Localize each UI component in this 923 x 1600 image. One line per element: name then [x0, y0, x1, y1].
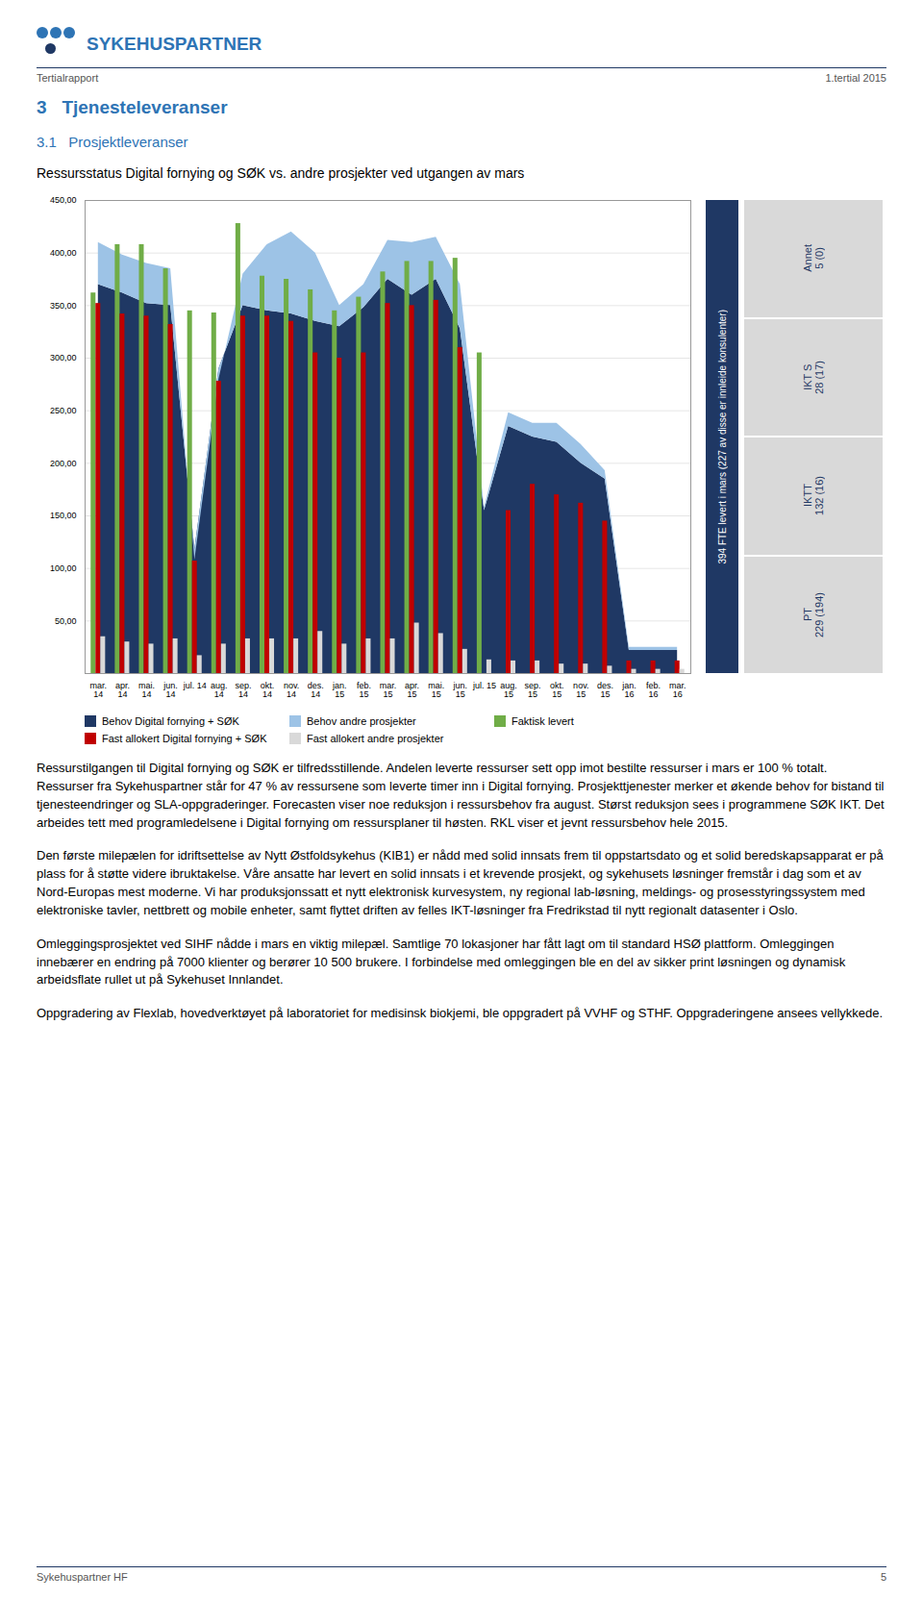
html-text:3.1 Prosjektleveranser: 3.1 Prosjektleveranser — [36, 133, 189, 150]
svg-text:sep.14: sep.14 — [234, 680, 251, 699]
svg-text:400,00: 400,00 — [49, 248, 77, 258]
html-text:Faktisk levert: Faktisk levert — [511, 715, 574, 727]
html-text:5: 5 — [880, 1571, 887, 1583]
html-text:394 FTE levert i mars (227 av: 394 FTE levert i mars (227 av disse er i… — [716, 309, 728, 564]
svg-text:300,00: 300,00 — [49, 352, 77, 363]
svg-text:mai.15: mai.15 — [427, 680, 445, 699]
html-text:Annet 5 (0): Annet 5 (0) — [801, 244, 825, 273]
html-text:Ressursstatus Digital fornying: Ressursstatus Digital fornying og SØK vs… — [36, 165, 525, 181]
html-text:Oppgradering av Flexlab, hoved: Oppgradering av Flexlab, hovedverktøyet … — [36, 1005, 883, 1021]
svg-text:des.15: des.15 — [597, 680, 614, 699]
svg-text:nov.15: nov.15 — [573, 680, 589, 699]
html-text:Behov andre prosjekter: Behov andre prosjekter — [306, 715, 417, 727]
svg-text:200,00: 200,00 — [49, 458, 77, 469]
svg-text:des.14: des.14 — [307, 680, 325, 699]
svg-text:mar.16: mar.16 — [669, 680, 687, 699]
svg-text:mar.14: mar.14 — [90, 680, 108, 699]
svg-text:mai.14: mai.14 — [138, 680, 155, 699]
html-text:1.tertial 2015: 1.tertial 2015 — [825, 72, 887, 84]
html-text:PT 229 (194): PT 229 (194) — [801, 591, 825, 638]
html-text:Fast allokert andre prosjekter: Fast allokert andre prosjekter — [306, 732, 444, 745]
svg-text:350,00: 350,00 — [49, 300, 77, 311]
svg-text:250,00: 250,00 — [49, 405, 77, 416]
svg-text:feb.15: feb.15 — [356, 680, 372, 699]
svg-text:100,00: 100,00 — [49, 563, 77, 574]
html-text:Tertialrapport: Tertialrapport — [36, 72, 99, 84]
svg-text:sep.15: sep.15 — [524, 680, 542, 699]
svg-text:apr.15: apr.15 — [404, 680, 420, 699]
html-text:Sykehuspartner HF: Sykehuspartner HF — [36, 1571, 128, 1583]
svg-text:okt.14: okt.14 — [260, 680, 275, 699]
svg-text:jul. 15: jul. 15 — [472, 680, 497, 691]
svg-text:jan.16: jan.16 — [621, 680, 637, 699]
html-text:SYKEHUSPARTNER: SYKEHUSPARTNER — [86, 33, 262, 54]
svg-text:450,00: 450,00 — [49, 195, 77, 205]
svg-text:jul. 14: jul. 14 — [182, 680, 207, 691]
svg-text:aug.15: aug.15 — [499, 680, 518, 699]
html-text:Ressurstilgangen til Digital f: Ressurstilgangen til Digital fornying og… — [36, 760, 885, 830]
svg-text:jun.14: jun.14 — [162, 680, 178, 699]
svg-text:150,00: 150,00 — [49, 510, 77, 521]
svg-text:feb.16: feb.16 — [646, 680, 661, 699]
html-text:3 Tjenesteleveranser: 3 Tjenesteleveranser — [36, 97, 228, 118]
svg-text:nov.14: nov.14 — [283, 680, 300, 699]
svg-text:mar.15: mar.15 — [379, 680, 398, 699]
html-text:IKT S 28 (17): IKT S 28 (17) — [801, 360, 825, 394]
html-text:Den første milepælen for idrif: Den første milepælen for idriftsettelse … — [36, 848, 884, 918]
svg-text:50,00: 50,00 — [54, 616, 77, 626]
svg-text:aug.14: aug.14 — [210, 680, 228, 699]
html-text:Omleggingsprosjektet ved SIHF: Omleggingsprosjektet ved SIHF nådde i ma… — [36, 936, 846, 987]
svg-text:jun.15: jun.15 — [452, 680, 469, 699]
svg-text:apr.14: apr.14 — [115, 680, 130, 699]
svg-text:jan.15: jan.15 — [331, 680, 348, 699]
html-text:Fast allokert Digital fornying: Fast allokert Digital fornying + SØK — [101, 732, 267, 745]
html-text:IKTT 132 (16): IKTT 132 (16) — [801, 476, 825, 516]
svg-text:okt.15: okt.15 — [549, 680, 565, 699]
html-text:Behov Digital fornying + SØK: Behov Digital fornying + SØK — [101, 715, 240, 727]
